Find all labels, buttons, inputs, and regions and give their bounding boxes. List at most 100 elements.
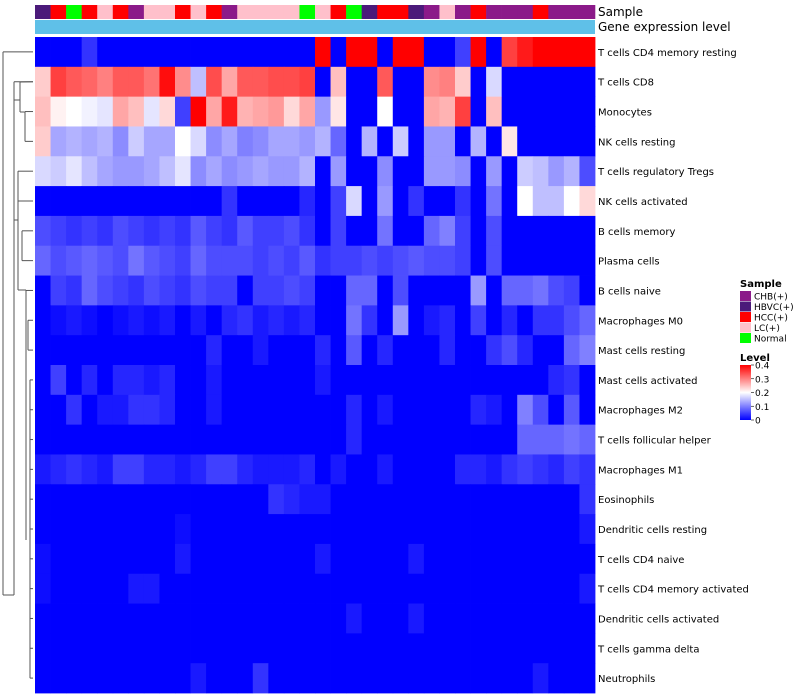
heatmap-cell [315,37,331,68]
heatmap-cell [237,245,254,276]
heatmap-cell [579,633,596,664]
heatmap-cell [190,66,207,98]
heatmap-cell [175,514,191,545]
heatmap-cell [112,335,129,366]
heatmap-cell [392,484,409,515]
heatmap-cell [97,633,114,664]
heatmap-cell [392,37,409,68]
heatmap-cell [579,603,596,634]
heatmap-cell [361,484,378,515]
heatmap-cell [361,394,378,426]
heatmap-cell [392,186,409,217]
sample-annotation-cell [35,5,51,19]
heatmap-cell [112,305,129,336]
heatmap-cell [81,573,98,604]
heatmap-cell [175,454,191,485]
heatmap-cell [579,663,596,694]
heatmap-cell [190,37,207,68]
sample-annotation-cell [81,5,98,19]
sample-annotation-cell [486,5,502,19]
heatmap-cell [392,603,409,634]
heatmap-cell [392,245,409,276]
heatmap-cell [81,126,98,157]
legend-tick-label: 0.3 [755,375,769,385]
heatmap-cell [299,514,316,545]
row-label: Mast cells activated [598,376,697,387]
heatmap-cell [377,156,394,187]
heatmap-cell [517,245,534,276]
heatmap-cell [330,245,347,276]
heatmap-cell [66,603,83,634]
heatmap-cell [408,454,425,485]
heatmap-cell [299,305,316,336]
heatmap-cell [221,215,238,247]
heatmap-cell [112,37,129,68]
heatmap-cell [221,126,238,157]
sample-annotation-cell [237,5,254,19]
heatmap-cell [361,215,378,247]
heatmap-cell [159,543,176,575]
heatmap-cell [346,275,363,306]
heatmap-cell [455,514,471,545]
heatmap-cell [563,305,580,336]
heatmap-cell [221,245,238,276]
heatmap-cell [35,603,51,634]
heatmap-cell [299,365,316,396]
heatmap-cell [206,66,223,98]
heatmap-cell [470,394,487,426]
heatmap-cell [112,484,129,515]
heatmap-cell [66,156,83,187]
heatmap-cell [97,394,114,426]
heatmap-cell [377,543,394,575]
heatmap-cell [159,37,176,68]
heatmap-cell [501,633,518,664]
heatmap-cell [455,663,471,694]
row-label: T cells follicular helper [597,436,712,447]
sample-annotation-cell [532,5,549,19]
row-label: Neutrophils [598,674,655,685]
heatmap-cell [548,96,565,127]
heatmap-cell [548,633,565,664]
heatmap-cell [423,573,440,604]
heatmap-cell [330,454,347,485]
heatmap-cell [299,633,316,664]
heatmap-cell [143,186,160,217]
heatmap-cell [283,543,300,575]
heatmap-cell [190,305,207,336]
heatmap-cell [143,663,160,694]
heatmap-cell [315,186,331,217]
heatmap-cell [439,275,456,306]
heatmap-cell [408,126,425,157]
heatmap-cell [361,365,378,396]
heatmap-cell [392,365,409,396]
heatmap-cell [439,37,456,68]
heatmap-cell [50,215,67,247]
heatmap-cell [66,454,83,485]
heatmap-cell [315,573,331,604]
heatmap-cell [423,186,440,217]
legend-label: Normal [754,335,787,345]
heatmap-cell [470,633,487,664]
heatmap-cell [517,96,534,127]
heatmap-cell [346,37,363,68]
heatmap-cell [175,543,191,575]
heatmap-cell [408,305,425,336]
heatmap-cell [486,484,503,515]
heatmap-cell [143,394,160,426]
heatmap-cell [361,543,378,575]
heatmap-cell [579,126,596,157]
heatmap-cell [455,186,471,217]
heatmap-cell [486,66,503,98]
heatmap-cell [35,484,51,515]
heatmap-cell [221,454,238,485]
row-label: T cells CD4 memory activated [597,585,749,596]
legend-level-colorbar [740,365,751,420]
heatmap-cell [579,514,596,545]
heatmap-cell [206,514,223,545]
heatmap-cell [299,335,316,366]
heatmap-cell [66,245,83,276]
heatmap-cell [439,543,456,575]
heatmap-cell [361,186,378,217]
heatmap-cell [112,633,129,664]
